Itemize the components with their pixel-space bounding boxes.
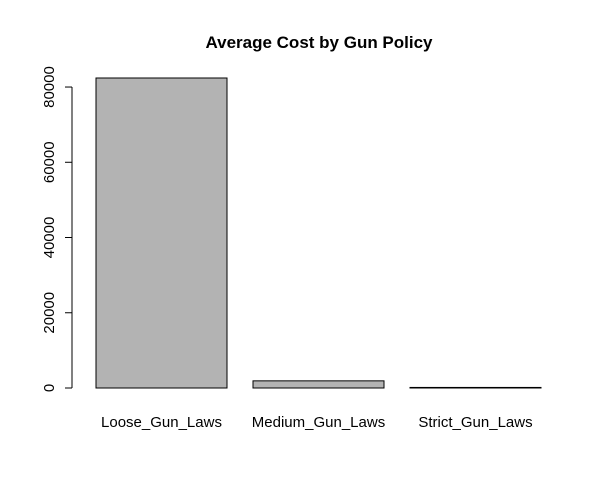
bar-medium-gun-laws [252, 380, 385, 389]
y-tick-label: 60000 [41, 141, 58, 183]
x-category-label: Loose_Gun_Laws [101, 414, 222, 431]
y-tick-label: 20000 [41, 292, 58, 334]
bars [95, 77, 542, 389]
bar-strict-gun-laws [409, 386, 542, 389]
y-tick-label: 40000 [41, 217, 58, 259]
y-tick-label: 80000 [41, 66, 58, 108]
x-category-label: Strict_Gun_Laws [418, 414, 532, 431]
bar-loose-gun-laws [95, 77, 228, 389]
chart-title: Average Cost by Gun Policy [205, 33, 433, 52]
y-axis: 0 20000 40000 60000 80000 [41, 66, 73, 392]
x-category-label: Medium_Gun_Laws [252, 414, 385, 431]
y-tick-label: 0 [41, 384, 58, 392]
x-axis-labels: Loose_Gun_Laws Medium_Gun_Laws Strict_Gun_… [101, 414, 533, 431]
